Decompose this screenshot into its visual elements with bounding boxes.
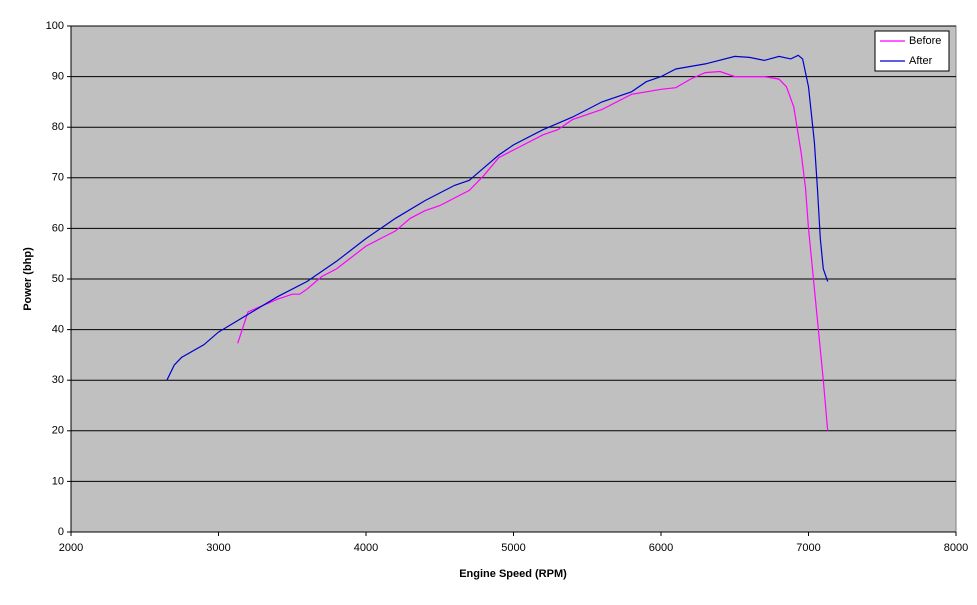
y-axis-label: Power (bhp) <box>22 247 34 311</box>
y-tick-label: 80 <box>52 121 64 133</box>
y-tick-label: 60 <box>52 222 64 234</box>
x-tick-label: 8000 <box>944 542 968 554</box>
y-tick-label: 40 <box>52 324 64 336</box>
y-tick-label: 30 <box>52 374 64 386</box>
x-tick-label: 3000 <box>206 542 230 554</box>
y-tick-label: 70 <box>52 172 64 184</box>
legend-label: Before <box>909 35 941 47</box>
y-tick-label: 0 <box>58 526 64 538</box>
x-tick-label: 5000 <box>501 542 525 554</box>
y-tick-label: 90 <box>52 71 64 83</box>
series-line <box>237 70 829 431</box>
x-tick-label: 4000 <box>354 542 378 554</box>
y-tick-label: 50 <box>52 273 64 285</box>
x-axis-label: Engine Speed (RPM) <box>459 568 567 580</box>
legend-box <box>874 30 950 72</box>
x-tick-label: 2000 <box>59 542 83 554</box>
y-tick-label: 10 <box>52 475 64 487</box>
series-line <box>166 54 829 381</box>
y-tick-label: 100 <box>46 20 64 32</box>
legend-label: After <box>909 55 933 67</box>
y-tick-label: 20 <box>52 425 64 437</box>
x-tick-label: 7000 <box>796 542 820 554</box>
x-tick-label: 6000 <box>649 542 673 554</box>
